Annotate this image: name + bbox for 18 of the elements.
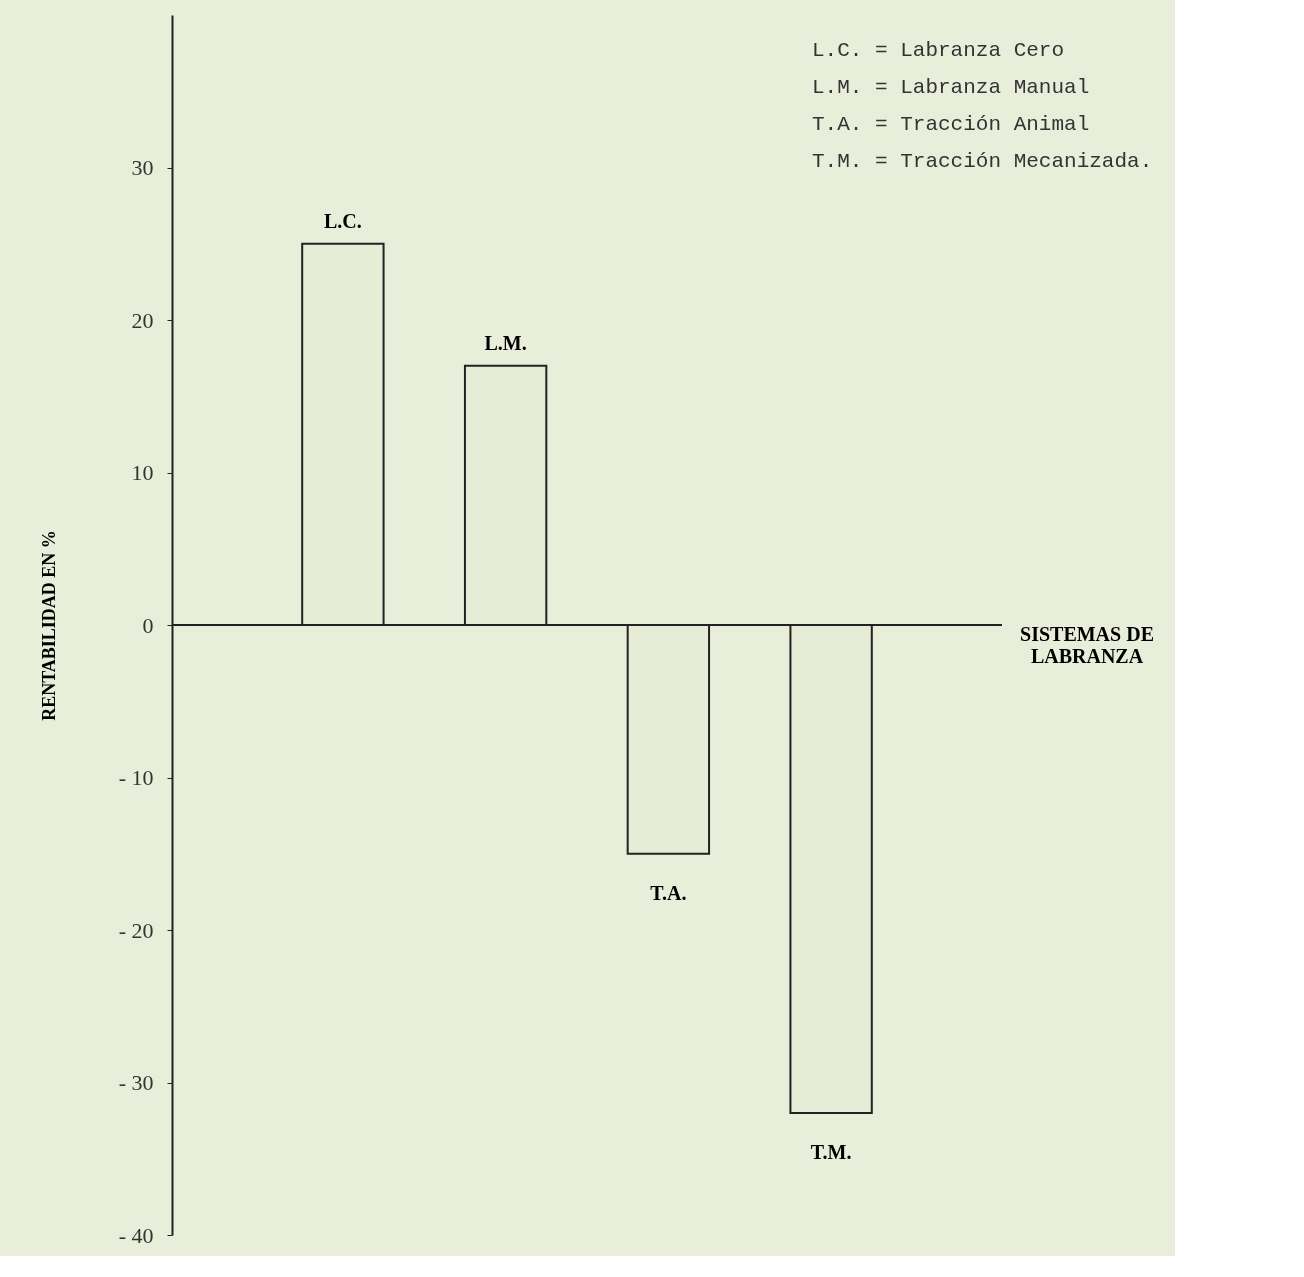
annotation: L.M. = Labranza Manual	[812, 76, 1090, 99]
y-axis-title: RENTABILIDAD EN %	[38, 530, 59, 721]
x-tick-label: T.M.	[810, 1141, 852, 1163]
annotation: T.M. = Tracción Mecanizada.	[812, 150, 1153, 173]
x-tick-label: L.C.	[323, 209, 362, 232]
annotation: T.A. = Tracción Animal	[812, 113, 1090, 136]
y-tick-label: - 40	[118, 1222, 154, 1248]
x-tick-label: T.A.	[650, 881, 687, 904]
y-tick-label: - 30	[118, 1070, 154, 1095]
y-tick-label: 10	[131, 460, 154, 485]
y-tick-label: 0	[142, 612, 154, 638]
x-axis-title: SISTEMAS DE LABRANZA	[1020, 623, 1154, 667]
annotation: L.C. = Labranza Cero	[812, 39, 1065, 62]
y-tick-label: - 20	[118, 917, 154, 943]
x-tick-label: L.M.	[484, 331, 527, 354]
y-tick-label: 30	[131, 155, 154, 180]
y-tick-label: - 10	[118, 765, 154, 790]
y-tick-label: 20	[131, 307, 154, 333]
